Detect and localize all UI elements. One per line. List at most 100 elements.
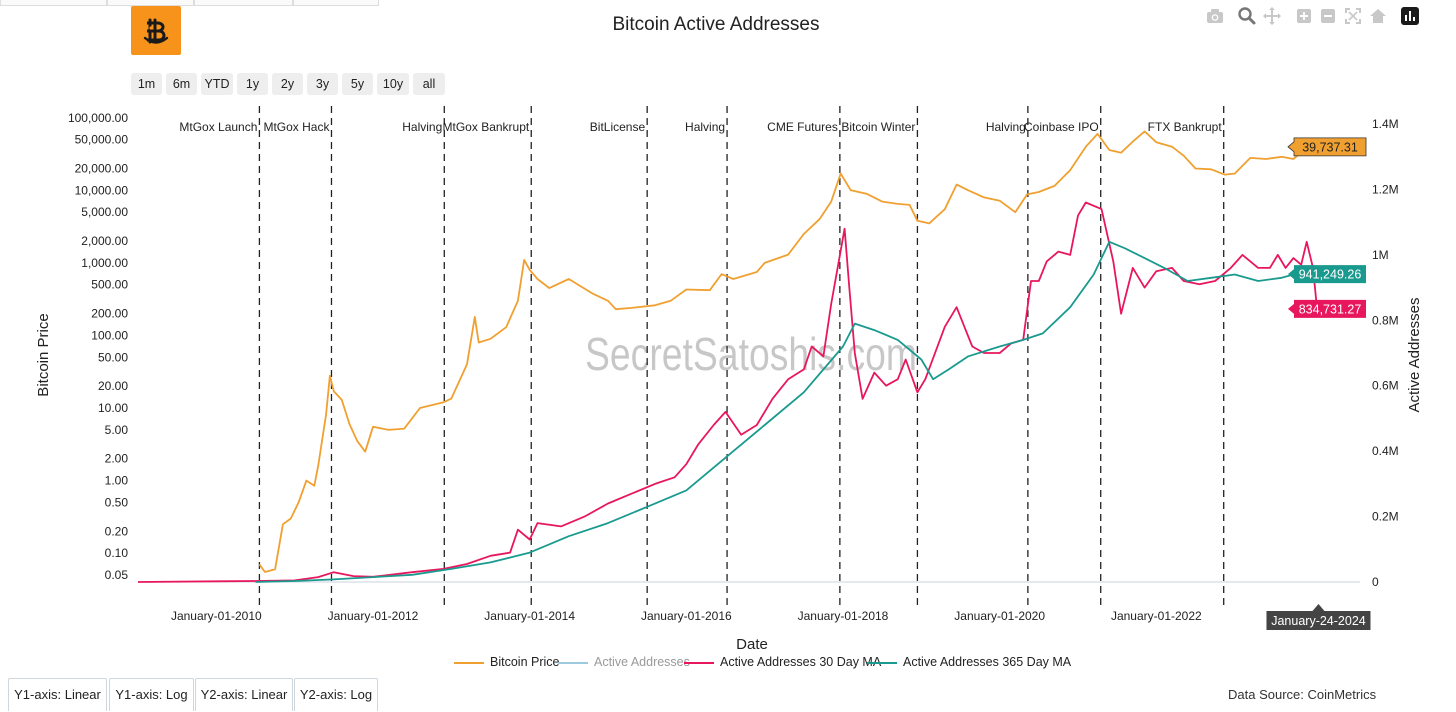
range-button-all[interactable]: all [413,73,445,95]
legend-item-bitcoin-price[interactable]: Bitcoin Price [454,654,559,672]
y-tick-label: 100,000.00 [68,111,128,125]
tab-y1-linear[interactable]: Y1-axis: Linear [8,678,107,711]
event-label: CME Futures [767,120,838,134]
event-label: Bitcoin Winter [841,120,915,134]
range-button-1y[interactable]: 1y [237,73,268,95]
legend-swatch [454,662,484,664]
chart-legend: Bitcoin Price Active Addresses Active Ad… [0,654,1456,672]
event-label: MtGox Launch [179,120,257,134]
y2-tick-label: 1.2M [1372,182,1399,196]
x-axis-title: Date [736,636,768,653]
range-button-ytd[interactable]: YTD [201,73,233,95]
x-tick-label: January-01-2014 [484,609,575,623]
y-tick-label: 200.00 [91,307,128,321]
event-label: FTX Bankrupt [1148,120,1223,134]
top-tab-strip [0,0,380,6]
y-tick-label: 5,000.00 [81,205,128,219]
pan-icon[interactable] [1262,6,1282,26]
legend-swatch [558,662,588,664]
range-button-3y[interactable]: 3y [307,73,338,95]
event-label: MtGox Hack [263,120,330,134]
legend-label: Bitcoin Price [490,655,560,669]
y-tick-label: 20,000.00 [75,161,129,175]
y2-tick-label: 0.6M [1372,379,1399,393]
end-label-box [1287,137,1367,157]
range-button-2y[interactable]: 2y [272,73,303,95]
legend-label: Active Addresses 365 Day MA [903,655,1072,669]
top-tab[interactable] [194,0,293,6]
x-tick-label: January-01-2010 [171,609,262,623]
camera-icon[interactable] [1205,6,1225,26]
y2-tick-label: 1M [1372,248,1389,262]
bitcoin-price-line [258,130,1319,573]
end-label-text: 39,737.31 [1302,140,1358,154]
y2-tick-label: 0 [1372,575,1379,589]
legend-swatch [867,662,897,664]
x-tick-label: January-01-2022 [1111,609,1202,623]
y-tick-label: 0.05 [105,568,129,582]
range-button-6m[interactable]: 6m [166,73,197,95]
y-tick-label: 2,000.00 [81,234,128,248]
home-icon[interactable] [1368,6,1388,26]
tab-y1-log[interactable]: Y1-axis: Log [109,678,194,711]
event-label: Halving [402,120,442,134]
event-label: Coinbase IPO [1024,120,1099,134]
y2-tick-label: 0.4M [1372,444,1399,458]
event-label: Halving [986,120,1026,134]
x-tick-label: January-01-2018 [798,609,889,623]
zoom-out-icon[interactable] [1318,6,1338,26]
zoom-icon[interactable] [1237,6,1257,26]
y2-axis-title: Active Addresses [1406,297,1423,412]
plotly-logo-icon[interactable] [1400,6,1420,26]
y-axis-title: Bitcoin Price [35,313,52,396]
bitcoin-smile-icon [143,18,169,44]
top-tab[interactable] [107,0,194,6]
autoscale-icon[interactable] [1343,6,1363,26]
legend-item-365-day-ma[interactable]: Active Addresses 365 Day MA [867,654,1071,672]
legend-label: Active Addresses [594,655,690,669]
y-tick-label: 0.10 [105,546,129,560]
event-label: Halving [685,120,725,134]
y-tick-label: 1,000.00 [81,256,128,270]
y-tick-label: 50.00 [98,350,128,364]
y-tick-label: 50,000.00 [75,133,129,147]
y-tick-label: 0.50 [105,495,129,509]
x-tick-label: January-01-2020 [954,609,1045,623]
top-tab[interactable] [0,0,107,6]
range-button-1m[interactable]: 1m [131,73,162,95]
y-tick-label: 20.00 [98,379,128,393]
legend-item-30-day-ma[interactable]: Active Addresses 30 Day MA [684,654,881,672]
y-tick-label: 500.00 [91,278,128,292]
watermark-text: SecretSatoshis.com [585,328,917,380]
end-label-box [1288,299,1366,318]
data-source: Data Source: CoinMetrics [1228,687,1377,702]
bitcoin-logo [131,6,181,55]
hover-date-box [1266,604,1371,630]
tab-y2-log[interactable]: Y2-axis: Log [294,678,378,711]
y-tick-label: 2.00 [105,452,129,466]
tab-y2-linear[interactable]: Y2-axis: Linear [195,678,293,711]
y-tick-label: 0.20 [105,524,129,538]
legend-item-active-addresses[interactable]: Active Addresses [558,654,690,672]
active-addresses-365-day-ma-line [255,240,1319,583]
y-tick-label: 10,000.00 [75,183,129,197]
x-tick-label: January-01-2012 [328,609,419,623]
hover-date-text: January-24-2024 [1271,614,1366,628]
y-tick-label: 10.00 [98,401,128,415]
x-tick-label: January-01-2016 [641,609,732,623]
end-label-text: 941,249.26 [1299,268,1362,282]
end-label-text: 834,731.27 [1299,302,1362,316]
legend-swatch [684,662,714,664]
range-button-5y[interactable]: 5y [342,73,373,95]
chart-title: Bitcoin Active Addresses [612,14,820,35]
end-label-box [1288,265,1366,284]
zoom-in-icon[interactable] [1294,6,1314,26]
range-button-10y[interactable]: 10y [377,73,409,95]
top-tab[interactable] [293,0,379,6]
y2-tick-label: 0.8M [1372,313,1399,327]
y-tick-label: 100.00 [91,328,128,342]
y-tick-label: 1.00 [105,474,129,488]
y2-tick-label: 1.4M [1372,117,1399,131]
y-tick-label: 5.00 [105,423,129,437]
